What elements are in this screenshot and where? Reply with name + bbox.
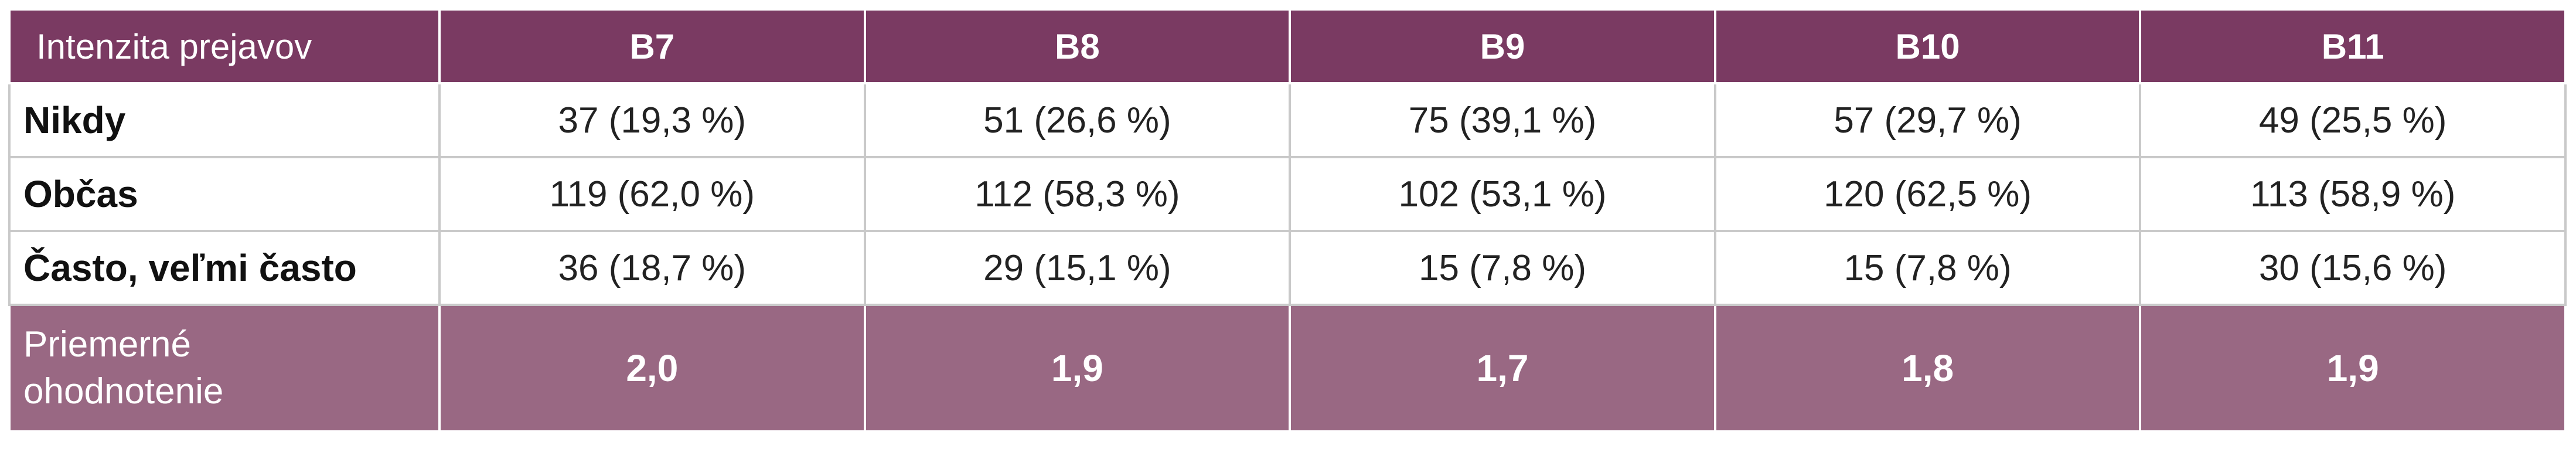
row-label: Nikdy — [8, 82, 441, 158]
average-value: 1,7 — [1289, 304, 1716, 433]
table-row: Nikdy 37 (19,3 %) 51 (26,6 %) 75 (39,1 %… — [8, 82, 2567, 158]
average-value: 1,8 — [1713, 304, 2142, 433]
column-header: B9 — [1289, 8, 1716, 84]
header-row: Intenzita prejavov B7 B8 B9 B10 B11 — [8, 8, 2567, 84]
table-cell: 112 (58,3 %) — [863, 156, 1292, 232]
table-cell: 49 (25,5 %) — [2139, 82, 2567, 158]
average-row: Priemerné ohodnotenie 2,0 1,9 1,7 1,8 1,… — [8, 304, 2567, 433]
average-label-line2: ohodnotenie — [23, 371, 224, 412]
column-header: B8 — [863, 8, 1292, 84]
average-label-line1: Priemerné — [23, 324, 191, 365]
table-cell: 102 (53,1 %) — [1289, 156, 1716, 232]
table-cell: 15 (7,8 %) — [1289, 230, 1716, 306]
table-cell: 30 (15,6 %) — [2139, 230, 2567, 306]
table-cell: 29 (15,1 %) — [863, 230, 1292, 306]
row-label: Často, veľmi často — [8, 230, 441, 306]
column-header: B11 — [2139, 8, 2567, 84]
average-value: 1,9 — [2139, 304, 2567, 433]
average-value: 2,0 — [438, 304, 866, 433]
table-cell: 15 (7,8 %) — [1713, 230, 2142, 306]
table-cell: 51 (26,6 %) — [863, 82, 1292, 158]
table-cell: 75 (39,1 %) — [1289, 82, 1716, 158]
table-container: Intenzita prejavov B7 B8 B9 B10 B11 Nikd… — [8, 8, 2567, 433]
average-value: 1,9 — [863, 304, 1292, 433]
table-cell: 119 (62,0 %) — [438, 156, 866, 232]
table-cell: 36 (18,7 %) — [438, 230, 866, 306]
table-row: Často, veľmi často 36 (18,7 %) 29 (15,1 … — [8, 230, 2567, 306]
table-cell: 37 (19,3 %) — [438, 82, 866, 158]
average-label: Priemerné ohodnotenie — [8, 304, 441, 433]
table-cell: 113 (58,9 %) — [2139, 156, 2567, 232]
intensity-table: Intenzita prejavov B7 B8 B9 B10 B11 Nikd… — [8, 8, 2567, 433]
table-row: Občas 119 (62,0 %) 112 (58,3 %) 102 (53,… — [8, 156, 2567, 232]
table-cell: 57 (29,7 %) — [1713, 82, 2142, 158]
column-header: B7 — [438, 8, 866, 84]
column-header: B10 — [1713, 8, 2142, 84]
table-cell: 120 (62,5 %) — [1713, 156, 2142, 232]
corner-header: Intenzita prejavov — [8, 8, 441, 84]
row-label: Občas — [8, 156, 441, 232]
